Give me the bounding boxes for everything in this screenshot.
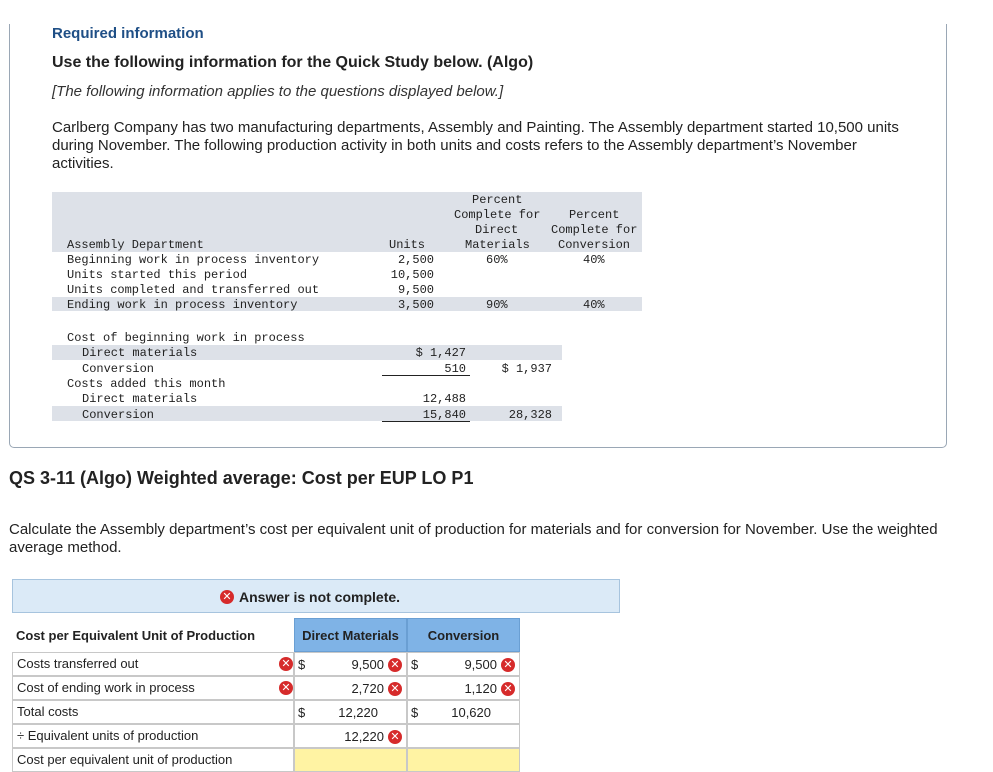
x-circle-icon: ✕ — [279, 657, 293, 671]
required-information-heading: Required information — [52, 25, 204, 42]
answer-status-text: Answer is not complete. — [239, 589, 401, 605]
dm-total: $ 12,220 — [294, 700, 407, 724]
question-title: QS 3-11 (Algo) Weighted average: Cost pe… — [9, 468, 474, 488]
x-circle-icon: ✕ — [279, 681, 293, 695]
question-text: Calculate the Assembly department’s cost… — [9, 521, 938, 556]
row-label: Costs transferred out — [12, 652, 294, 676]
x-circle-icon: ✕ — [388, 658, 402, 672]
dm-input[interactable]: $ 9,500 ✕ — [294, 652, 407, 676]
row-label: Units started this period — [67, 268, 248, 282]
row-label: ÷ Equivalent units of production — [12, 724, 294, 748]
dm-cost-per-eup-input[interactable] — [294, 748, 407, 772]
cost-total-value: $ 1,937 — [501, 362, 552, 376]
row-label: Total costs — [12, 700, 294, 724]
applies-note: [The following information applies to th… — [52, 83, 504, 100]
units-value: 10,500 — [390, 268, 434, 282]
underline — [382, 421, 470, 422]
cost-row-shade — [52, 345, 562, 360]
conv-percent-value: 40% — [583, 253, 605, 267]
dm-header-line2: Complete for — [454, 208, 541, 222]
x-circle-icon: ✕ — [388, 682, 402, 696]
conversion-cost-per-eup-input[interactable] — [407, 748, 520, 772]
dm-percent-value: 60% — [486, 253, 508, 267]
row-label: Ending work in process inventory — [67, 298, 298, 312]
table-row: Cost per equivalent unit of production — [12, 748, 520, 772]
grid-header-dm: Direct Materials — [294, 618, 407, 652]
cost-value: $ 1,427 — [415, 346, 466, 360]
grid-header-conversion: Conversion — [407, 618, 520, 652]
units-value: 9,500 — [397, 283, 434, 297]
x-circle-icon: ✕ — [388, 730, 402, 744]
dm-percent-value: 90% — [486, 298, 508, 312]
table-row: Total costs $ 12,220 $ 10,620 — [12, 700, 520, 724]
answer-grid: Cost per Equivalent Unit of Production D… — [12, 618, 520, 772]
table-row-shade — [52, 297, 642, 311]
dm-input[interactable]: 12,220 ✕ — [294, 724, 407, 748]
conv-header-line1: Percent — [569, 208, 620, 222]
x-circle-icon: ✕ — [501, 658, 515, 672]
row-label: Cost per equivalent unit of production — [12, 748, 294, 772]
grid-header-label: Cost per Equivalent Unit of Production — [12, 618, 294, 652]
instructions-heading: Use the following information for the Qu… — [52, 54, 534, 71]
cost-label: Cost of beginning work in process — [67, 331, 305, 345]
conversion-input[interactable]: 1,120 ✕ — [407, 676, 520, 700]
conversion-total: $ 10,620 — [407, 700, 520, 724]
scenario-paragraph: Carlberg Company has two manufacturing d… — [52, 119, 899, 172]
x-circle-icon: ✕ — [501, 682, 515, 696]
cost-value: 15,840 — [422, 408, 466, 422]
answer-status-banner: ✕ Answer is not complete. — [12, 579, 620, 613]
required-info-panel — [9, 24, 947, 448]
row-label: Beginning work in process inventory — [67, 253, 320, 267]
conv-header-line3: Conversion — [558, 238, 631, 252]
cost-row-shade — [52, 406, 562, 421]
row-label: Assembly Department — [67, 238, 204, 252]
conv-percent-value: 40% — [583, 298, 605, 312]
cost-label: Conversion — [82, 408, 155, 422]
dm-header-line3: Direct — [475, 223, 519, 237]
cost-label: Conversion — [82, 362, 155, 376]
units-value: 3,500 — [397, 298, 434, 312]
cost-label: Direct materials — [82, 346, 198, 360]
table-row: ÷ Equivalent units of production 12,220 … — [12, 724, 520, 748]
row-label: Cost of ending work in process — [12, 676, 294, 700]
cost-value: 510 — [444, 362, 466, 376]
row-label: Units completed and transferred out — [67, 283, 320, 297]
units-header: Units — [389, 238, 426, 252]
table-header-shade — [52, 192, 642, 252]
table-row: Cost of ending work in process ✕ 2,720 ✕… — [12, 676, 520, 700]
conversion-input[interactable] — [407, 724, 520, 748]
underline — [382, 375, 470, 376]
conversion-input[interactable]: $ 9,500 ✕ — [407, 652, 520, 676]
cost-label: Direct materials — [82, 392, 198, 406]
dm-header-line1: Percent — [472, 193, 523, 207]
units-value: 2,500 — [397, 253, 434, 267]
cost-total-value: 28,328 — [508, 408, 552, 422]
x-circle-icon: ✕ — [220, 590, 234, 604]
table-row: Costs transferred out ✕ $ 9,500 ✕ $ 9,50… — [12, 652, 520, 676]
cost-value: 12,488 — [422, 392, 466, 406]
conv-header-line2: Complete for — [551, 223, 638, 237]
dm-input[interactable]: 2,720 ✕ — [294, 676, 407, 700]
dm-header-line4: Materials — [465, 238, 530, 252]
cost-label: Costs added this month — [67, 377, 226, 391]
